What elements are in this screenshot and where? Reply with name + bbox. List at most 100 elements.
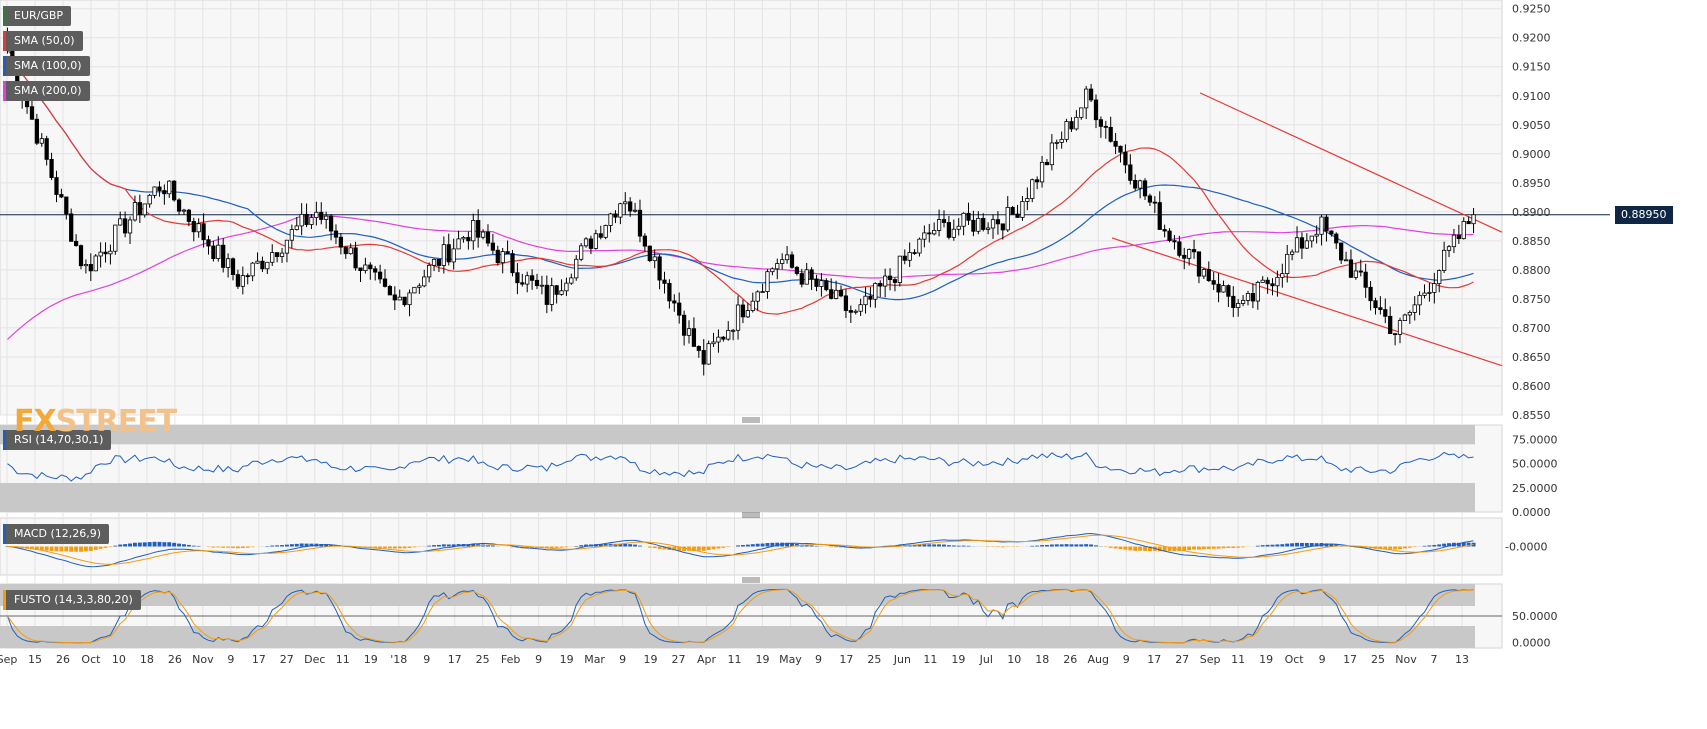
candle-body — [902, 255, 907, 261]
candle-body — [132, 202, 138, 221]
fusto-upper-zone — [0, 584, 1475, 606]
x-tick-label: Jun — [893, 653, 911, 666]
sma200-line — [7, 215, 1474, 340]
legend-sma200-label: SMA (200,0) — [14, 84, 82, 97]
macd-histogram-bar — [275, 545, 280, 547]
candle-body — [1368, 286, 1373, 302]
macd-histogram-bar — [1309, 543, 1314, 547]
macd-histogram-bar — [1427, 545, 1432, 547]
y-tick-label: 0.9100 — [1512, 90, 1551, 103]
x-tick-label: 19 — [644, 653, 658, 666]
legend-rsi[interactable]: RSI (14,70,30,1) — [3, 430, 112, 450]
macd-histogram-bar — [618, 543, 623, 547]
x-tick-label: Oct — [1285, 653, 1305, 666]
candle-body — [172, 180, 177, 201]
x-tick-label: 7 — [1431, 653, 1438, 666]
macd-histogram-bar — [329, 544, 334, 547]
macd-histogram-bar — [54, 546, 59, 552]
x-tick-label: 26 — [56, 653, 70, 666]
candle-body — [495, 249, 500, 264]
candle-body — [446, 244, 451, 263]
macd-histogram-bar — [132, 542, 137, 547]
y-tick-label: 0.9000 — [1512, 148, 1551, 161]
candle-body — [505, 251, 510, 255]
candle-body — [574, 258, 579, 279]
macd-histogram-bar — [1226, 546, 1231, 548]
candle-body — [564, 282, 569, 292]
candle-body — [113, 224, 118, 252]
macd-histogram-bar — [794, 543, 799, 547]
macd-histogram-bar — [1437, 544, 1442, 547]
candle-body — [196, 223, 201, 233]
candle-body — [152, 186, 157, 196]
candle-body — [255, 260, 260, 264]
candle-body — [1128, 164, 1133, 181]
macd-histogram-bar — [1069, 544, 1074, 547]
macd-histogram-bar — [1275, 544, 1280, 547]
legend-sma50[interactable]: SMA (50,0) — [3, 31, 83, 51]
candle-body — [1123, 151, 1128, 166]
candle-body — [402, 296, 407, 306]
macd-histogram-bar — [917, 544, 922, 547]
legend-sma100[interactable]: SMA (100,0) — [3, 56, 90, 76]
legend-macd[interactable]: MACD (12,26,9) — [3, 524, 110, 544]
legend-fusto[interactable]: FUSTO (14,3,3,80,20) — [3, 590, 141, 610]
legend-symbol[interactable]: EUR/GBP — [3, 6, 72, 26]
candle-body — [868, 295, 873, 300]
candle-body — [775, 263, 780, 270]
x-tick-label: 18 — [140, 653, 154, 666]
macd-histogram-bar — [177, 543, 182, 547]
macd-histogram-bar — [466, 544, 471, 547]
candle-body — [1000, 223, 1005, 231]
candle-body — [78, 245, 84, 267]
candle-body — [1236, 303, 1241, 308]
candle-body — [990, 219, 996, 229]
candle-body — [701, 350, 706, 365]
candle-body — [544, 284, 549, 305]
y-tick-label: 0.8850 — [1512, 235, 1551, 248]
macd-histogram-bar — [1064, 544, 1069, 547]
candle-body — [819, 280, 824, 287]
candle-body — [1392, 333, 1398, 336]
macd-histogram-bar — [1206, 546, 1211, 549]
candle-body — [221, 244, 226, 268]
candle-body — [186, 209, 191, 222]
macd-histogram-bar — [682, 546, 687, 551]
sma50-path — [7, 49, 1474, 315]
candle-body — [1339, 242, 1344, 261]
candle-body — [1348, 259, 1354, 278]
candle-body — [59, 194, 64, 198]
candle-body — [191, 221, 196, 233]
candle-body — [667, 282, 672, 302]
x-tick-label: 9 — [1123, 653, 1130, 666]
candle-body — [789, 254, 795, 268]
macd-histogram-bar — [633, 544, 638, 547]
macd-histogram-bar — [1201, 546, 1206, 550]
macd-histogram-bar — [240, 546, 245, 548]
candle-body — [1054, 141, 1059, 144]
macd-histogram-bar — [755, 543, 760, 547]
macd-histogram-bar — [638, 545, 642, 547]
candle-body — [353, 247, 358, 269]
candle-body — [412, 286, 417, 294]
macd-histogram-bar — [49, 546, 54, 551]
candle-body — [1098, 119, 1104, 127]
candle-body — [1427, 291, 1432, 294]
macd-histogram-bar — [1197, 546, 1201, 550]
candle-body — [1285, 253, 1290, 274]
candle-body — [838, 289, 844, 297]
candle-body — [137, 202, 142, 216]
x-tick-label: 9 — [227, 653, 234, 666]
macd-histogram-bar — [1363, 546, 1368, 548]
candle-body — [618, 203, 623, 218]
macd-histogram-bar — [1138, 546, 1143, 551]
x-tick-label: 9 — [423, 653, 430, 666]
candle-body — [887, 275, 893, 280]
macd-histogram-bar — [324, 544, 329, 547]
legend-sma200[interactable]: SMA (200,0) — [3, 81, 90, 101]
candle-body — [1417, 294, 1422, 306]
candle-body — [1167, 230, 1172, 241]
legend-macd-label: MACD (12,26,9) — [14, 527, 102, 540]
candle-body — [583, 238, 589, 247]
